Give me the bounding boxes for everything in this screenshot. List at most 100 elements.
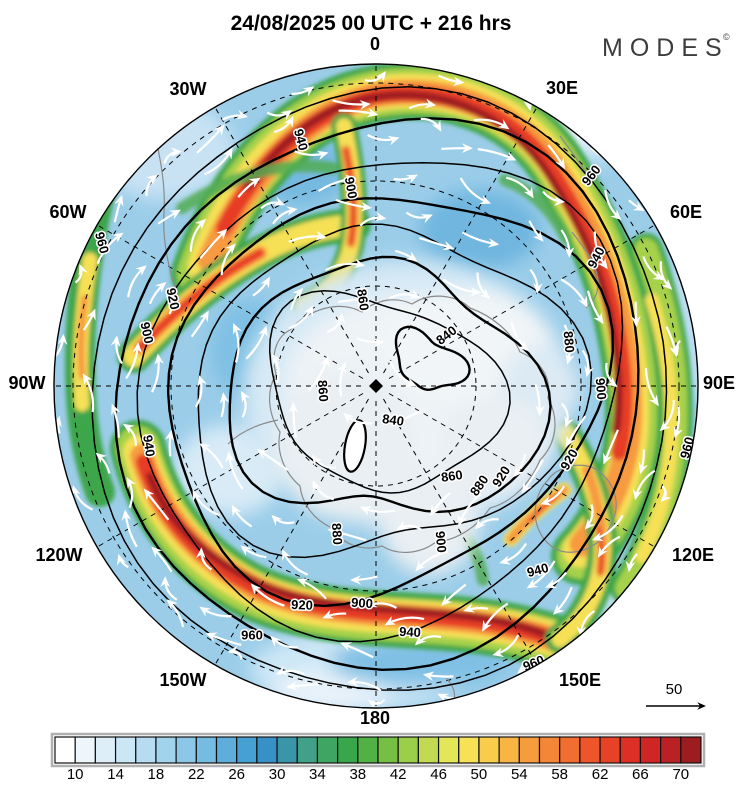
wind-arrow (121, 509, 138, 548)
wind-arrow (534, 384, 545, 417)
longitude-label-60e: 60E (670, 202, 702, 222)
wind-arrow (438, 74, 465, 87)
wind-arrow (290, 287, 304, 311)
height-contours (91, 86, 668, 691)
wind-arrow (338, 107, 379, 118)
reference-arrow: 50 (646, 681, 706, 710)
colorbar-cell (437, 736, 460, 764)
wind-arrows (54, 71, 683, 708)
wind-arrow (221, 109, 249, 121)
wind-arrow (337, 294, 371, 305)
wind-arrow (54, 333, 68, 362)
contour-value-label: 960 (92, 230, 112, 255)
colorbar-tick: 50 (471, 766, 488, 782)
graticule-meridian (388, 225, 655, 379)
contour-line (166, 197, 615, 608)
wind-arrow (565, 415, 587, 448)
colorbar-cell (175, 736, 197, 764)
wind-arrow (82, 373, 95, 413)
jet-stream-bands (65, 64, 693, 698)
wind-arrow (219, 392, 230, 418)
colorbar-cell (114, 736, 137, 764)
colorbar-tick: 70 (672, 766, 689, 782)
colorbar-cell (579, 736, 601, 764)
colorbar-cell (599, 736, 621, 764)
colorbar-tick: 34 (309, 766, 326, 782)
wind-arrow (492, 634, 520, 658)
wind-arrow (291, 86, 315, 97)
wind-arrow (312, 480, 335, 501)
wind-arrow (250, 583, 285, 607)
longitude-label-120e: 120E (672, 545, 714, 565)
contour-line (114, 117, 640, 672)
wind-arrow (499, 542, 527, 565)
colorbar-cell (54, 736, 76, 764)
longitude-labels: 0 30E 60E 90E 120E 150E 180 150W 120W 90W 60W 30W (8, 34, 735, 728)
wind-arrow (227, 645, 243, 660)
wind-arrow (669, 339, 681, 358)
wind-arrow (547, 144, 566, 170)
colorbar-cells (54, 736, 702, 764)
longitude-label-0: 0 (370, 34, 380, 54)
wind-arrow (260, 196, 286, 210)
wind-arrow (581, 349, 594, 378)
wind-arrow (231, 504, 253, 528)
wind-arrow (282, 549, 309, 576)
graticule-meridian (97, 225, 364, 379)
colorbar-cell (256, 736, 278, 764)
colorbar-tick-labels: 10 14 18 22 26 30 34 38 42 46 50 54 58 62 66 70 (67, 766, 689, 783)
wind-arrow (414, 634, 442, 646)
wind-arrow (429, 491, 451, 517)
wind-arrow (194, 375, 207, 408)
contour-value-label: 860 (354, 288, 372, 312)
pole-marker-icon (369, 379, 383, 393)
wind-arrow (356, 337, 385, 348)
colorbar-cell (377, 736, 399, 764)
wind-arrow (513, 453, 527, 478)
wind-arrow (552, 586, 573, 615)
wind-arrow (317, 174, 357, 192)
wind-arrow (560, 278, 588, 308)
wind-arrow (563, 324, 575, 365)
wind-arrow (335, 198, 373, 212)
wind-arrow (540, 485, 566, 506)
graticule-meridian (383, 398, 537, 665)
colorbar-cell (74, 736, 96, 764)
longitude-label-150e: 150E (559, 670, 601, 690)
wind-arrow (526, 560, 556, 589)
wind-arrow (631, 301, 641, 328)
page-title: 24/08/2025 00 UTC + 216 hrs (231, 12, 512, 35)
wind-arrow (420, 117, 442, 132)
wind-arrow (340, 642, 374, 659)
wind-arrow (240, 545, 267, 559)
wind-arrow (659, 261, 673, 290)
colorbar-cell (639, 736, 662, 764)
colorbar-cell (417, 736, 440, 764)
wind-arrow (642, 256, 665, 281)
wind-arrow (560, 229, 575, 258)
wind-arrow (288, 304, 314, 330)
wind-arrow (576, 610, 596, 638)
coast-australia (534, 464, 617, 553)
wind-arrow (384, 615, 425, 626)
wind-arrow (271, 353, 282, 384)
colorbar-cell (357, 736, 379, 764)
central-calm-region (243, 260, 580, 575)
coast-antarctica (269, 295, 556, 553)
longitude-label-30e: 30E (546, 78, 578, 98)
wind-arrow (327, 527, 367, 542)
colorbar-cell (215, 736, 238, 764)
graticule-meridian (215, 398, 369, 665)
wind-arrow (367, 134, 400, 146)
wind-arrow (388, 360, 417, 387)
wind-arrow (395, 249, 418, 262)
contour-value-label: 940 (140, 434, 158, 458)
wind-arrow (359, 211, 387, 227)
wind-arrow (143, 488, 170, 521)
wind-arrow (196, 124, 225, 154)
wind-arrow (528, 220, 544, 242)
wind-arrow (189, 218, 207, 252)
longitude-label-180: 180 (360, 708, 390, 728)
wind-arrow (510, 321, 529, 352)
